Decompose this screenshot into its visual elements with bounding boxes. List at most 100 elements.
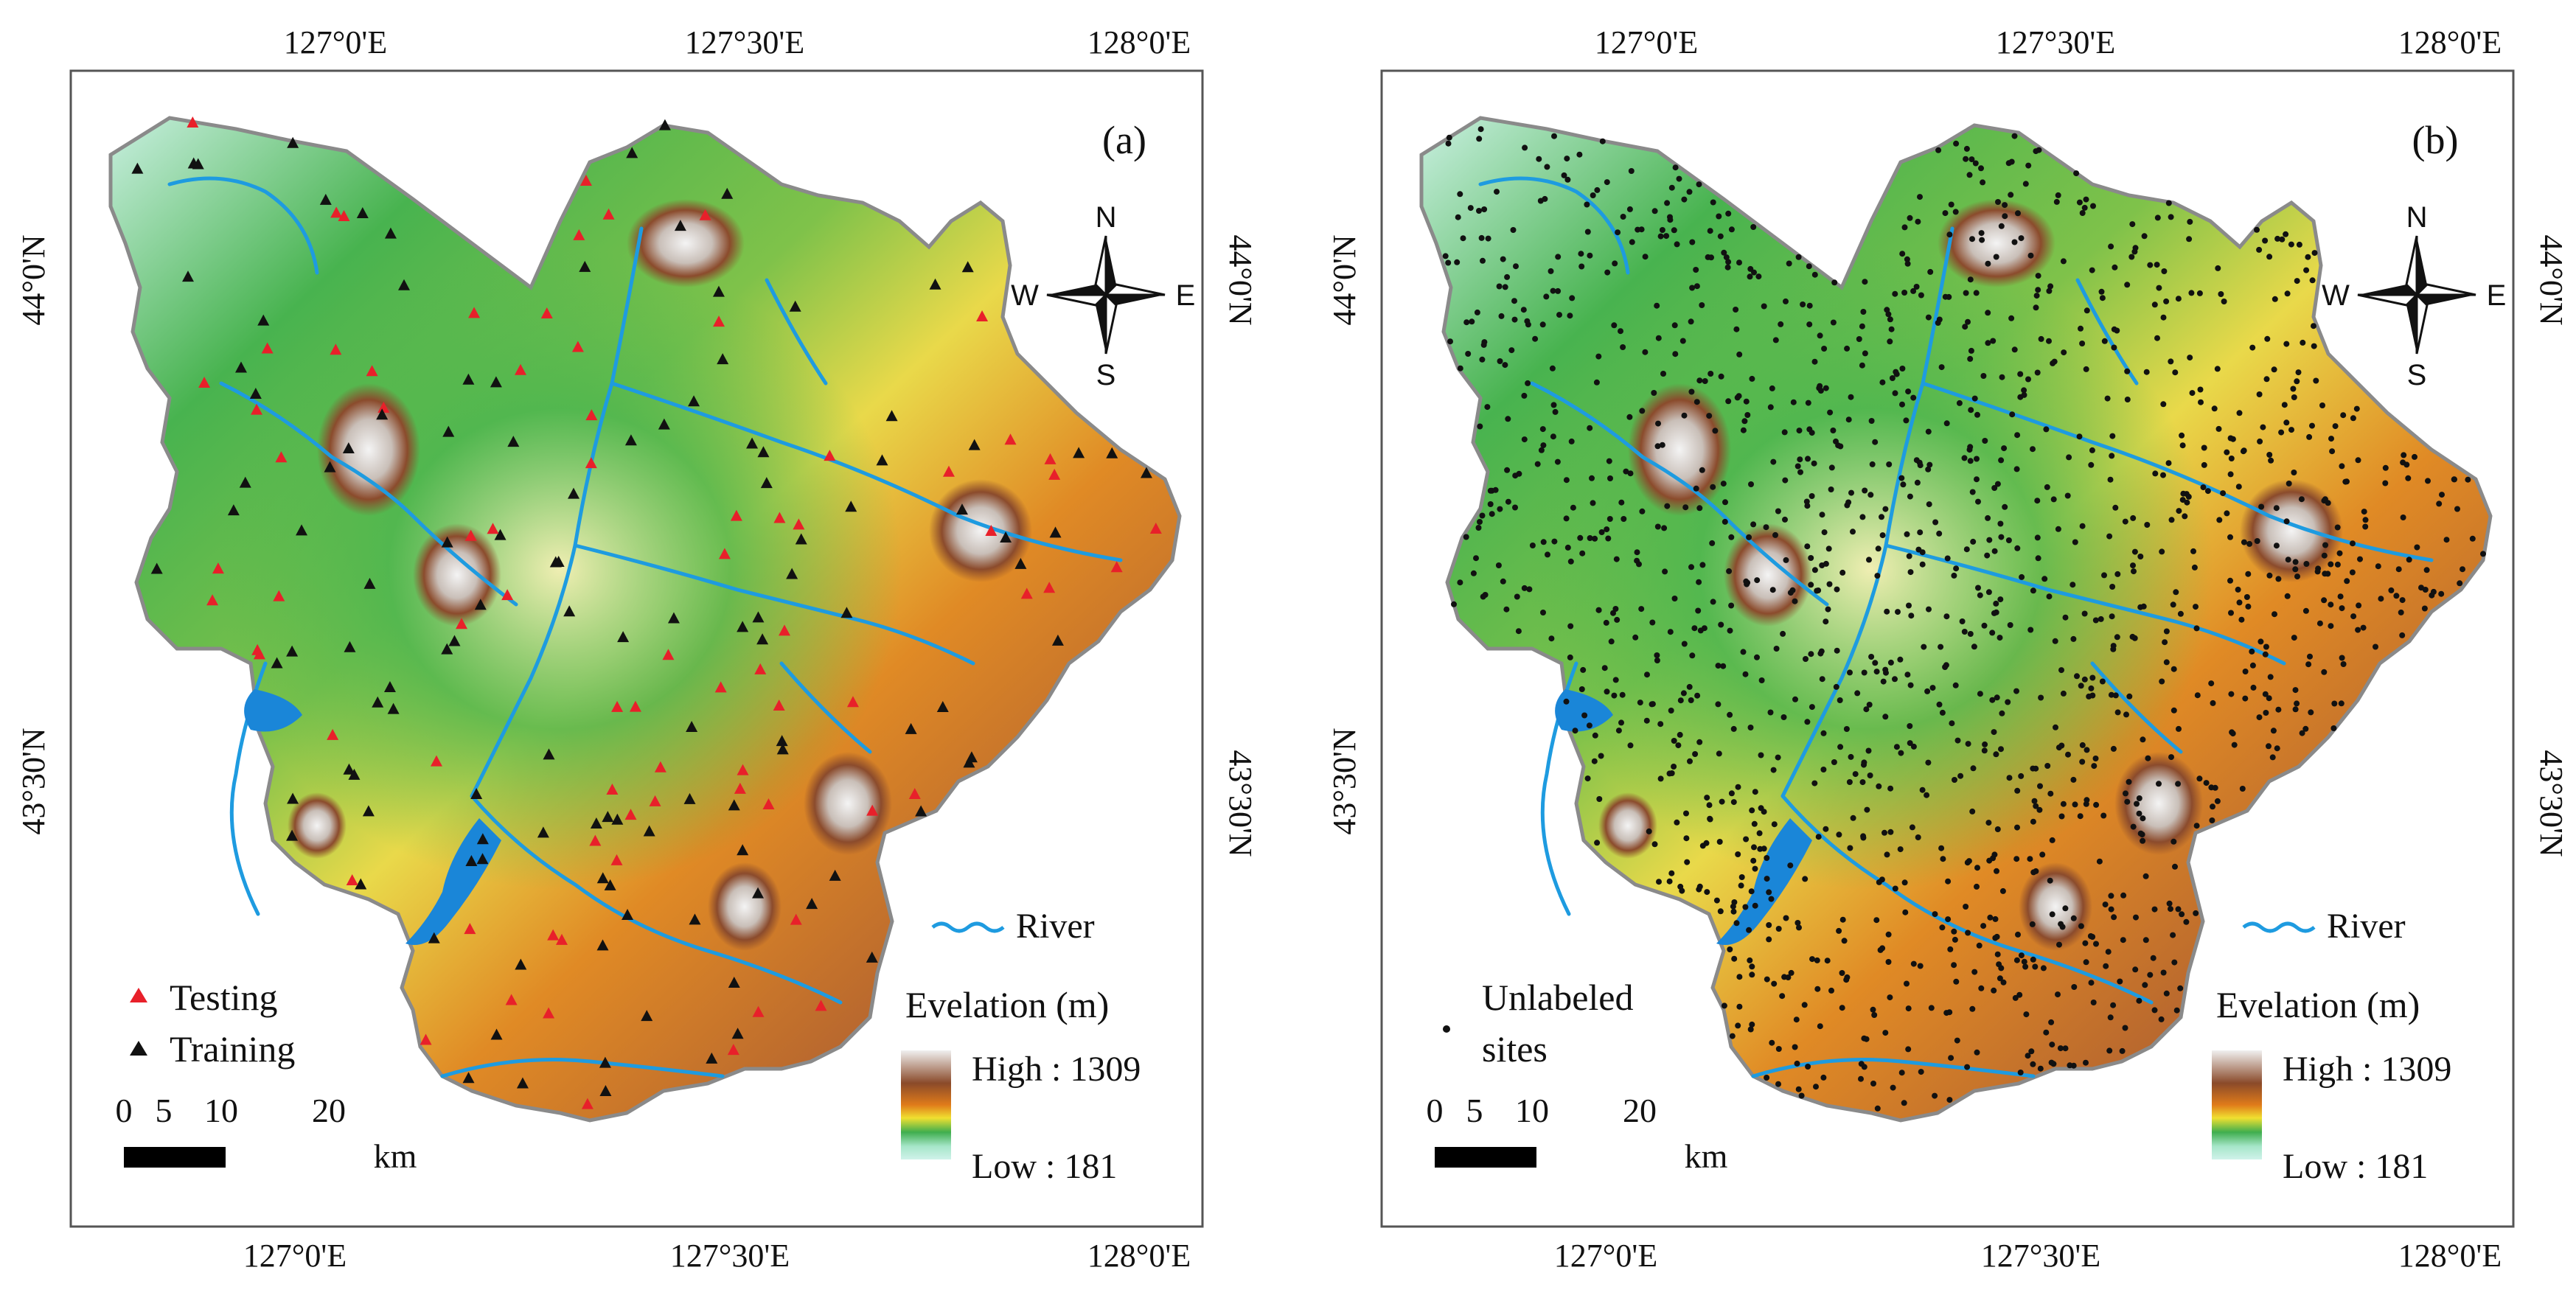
unlabeled-site-marker bbox=[2175, 781, 2182, 787]
unlabeled-site-marker bbox=[2136, 795, 2142, 801]
unlabeled-site-marker bbox=[1805, 456, 1811, 462]
unlabeled-site-marker bbox=[2088, 980, 2095, 986]
unlabeled-site-marker bbox=[1689, 652, 1696, 659]
unlabeled-site-marker bbox=[1543, 293, 1550, 300]
unlabeled-site-marker bbox=[2037, 783, 2043, 789]
unlabeled-site-marker bbox=[2033, 293, 2040, 299]
left-tick-1: 44°0'N bbox=[1326, 234, 1362, 325]
unlabeled-site-marker bbox=[2079, 742, 2086, 748]
unlabeled-site-marker bbox=[2170, 932, 2176, 938]
unlabeled-site-marker bbox=[2227, 435, 2234, 442]
lake bbox=[1555, 689, 1613, 732]
unlabeled-site-marker bbox=[2193, 823, 2200, 829]
unlabeled-site-marker bbox=[2172, 369, 2179, 376]
unlabeled-site-marker bbox=[1924, 792, 1930, 798]
unlabeled-site-marker bbox=[1525, 380, 1531, 386]
unlabeled-site-marker bbox=[1991, 610, 1997, 616]
unlabeled-site-marker bbox=[1766, 922, 1772, 928]
unlabeled-site-marker bbox=[1661, 525, 1668, 531]
unlabeled-site-marker bbox=[2052, 638, 2058, 644]
unlabeled-site-marker bbox=[1997, 975, 2003, 982]
training-site-marker bbox=[737, 621, 749, 632]
unlabeled-site-marker bbox=[2014, 824, 2020, 831]
unlabeled-site-marker bbox=[1827, 409, 1834, 416]
unlabeled-site-marker bbox=[1688, 318, 1694, 325]
unlabeled-site-marker bbox=[1596, 796, 1603, 802]
unlabeled-site-marker bbox=[1974, 883, 1980, 890]
unlabeled-site-marker bbox=[2465, 476, 2471, 483]
unlabeled-site-marker bbox=[1987, 914, 1994, 921]
unlabeled-site-marker bbox=[1884, 608, 1890, 615]
unlabeled-site-marker bbox=[1457, 579, 1463, 586]
unlabeled-site-marker bbox=[1938, 643, 1944, 650]
unlabeled-site-marker bbox=[1548, 268, 1554, 274]
bottom-tick-3: 128°0'E bbox=[1087, 1238, 1191, 1274]
unlabeled-site-marker bbox=[2339, 605, 2345, 612]
compass-s: S bbox=[1096, 359, 1116, 391]
unlabeled-site-marker bbox=[2283, 518, 2290, 525]
panel-label: (a) bbox=[1102, 118, 1146, 162]
compass-s: S bbox=[2407, 359, 2427, 391]
unlabeled-site-marker bbox=[1655, 420, 1661, 427]
unlabeled-site-marker bbox=[2191, 564, 2198, 571]
unlabeled-site-marker bbox=[1497, 358, 1503, 364]
testing-site-marker bbox=[1043, 582, 1056, 593]
unlabeled-site-marker bbox=[2100, 812, 2107, 819]
unlabeled-site-marker bbox=[1946, 293, 1952, 300]
unlabeled-site-marker bbox=[2087, 933, 2094, 939]
unlabeled-site-marker bbox=[1540, 442, 1547, 449]
testing-site-marker bbox=[1004, 433, 1017, 445]
training-site-marker bbox=[192, 158, 204, 170]
sites-legend: Testing Training bbox=[130, 977, 295, 1070]
unlabeled-site-marker bbox=[1637, 700, 1643, 706]
testing-site-marker bbox=[206, 594, 219, 606]
training-site-marker bbox=[752, 611, 765, 623]
unlabeled-site-marker bbox=[1642, 349, 1649, 355]
training-site-marker bbox=[602, 811, 614, 823]
unlabeled-site-marker bbox=[1672, 351, 1679, 357]
unlabeled-site-marker bbox=[1971, 395, 1978, 402]
unlabeled-site-marker bbox=[1811, 567, 1818, 573]
unlabeled-site-marker bbox=[2168, 754, 2174, 761]
unlabeled-site-marker bbox=[1823, 826, 1829, 832]
unlabeled-site-marker bbox=[1691, 625, 1698, 632]
unlabeled-site-marker bbox=[1551, 133, 1557, 139]
unlabeled-site-marker bbox=[1563, 477, 1570, 484]
unlabeled-site-marker bbox=[1806, 321, 1813, 328]
unlabeled-site-marker bbox=[1952, 682, 1959, 688]
unlabeled-site-marker bbox=[2078, 325, 2084, 332]
unlabeled-site-marker bbox=[2129, 221, 2136, 228]
unlabeled-site-marker bbox=[1572, 728, 1578, 734]
unlabeled-site-marker bbox=[2361, 509, 2367, 515]
unlabeled-site-marker bbox=[2193, 625, 2200, 632]
unlabeled-site-marker bbox=[1980, 923, 1987, 929]
unlabeled-site-marker bbox=[1917, 529, 1924, 536]
unlabeled-site-marker bbox=[2079, 523, 2086, 529]
unlabeled-site-marker bbox=[1749, 807, 1755, 814]
unlabeled-site-marker bbox=[2076, 433, 2083, 440]
unlabeled-site-marker bbox=[1939, 924, 1946, 931]
unlabeled-site-marker bbox=[1480, 257, 1486, 264]
unlabeled-site-marker bbox=[1917, 963, 1924, 969]
unlabeled-site-marker bbox=[1856, 336, 1862, 342]
unlabeled-site-marker bbox=[1511, 316, 1518, 323]
unlabeled-site-marker bbox=[1725, 259, 1732, 265]
unlabeled-site-marker bbox=[2256, 391, 2263, 397]
unlabeled-site-marker bbox=[1712, 428, 1719, 434]
unlabeled-site-marker bbox=[1608, 638, 1615, 645]
unlabeled-site-marker bbox=[1526, 586, 1533, 593]
unlabeled-site-marker bbox=[1819, 676, 1825, 683]
unlabeled-site-marker bbox=[2021, 391, 2027, 398]
unlabeled-site-marker bbox=[2140, 815, 2146, 822]
unlabeled-site-marker bbox=[1994, 933, 2000, 940]
unlabeled-site-marker bbox=[2101, 572, 2107, 579]
unlabeled-site-marker bbox=[1996, 961, 2002, 968]
unlabeled-site-marker bbox=[1820, 1074, 1827, 1081]
unlabeled-site-marker bbox=[2355, 457, 2361, 464]
unlabeled-site-marker bbox=[1632, 634, 1639, 641]
unlabeled-site-marker bbox=[2266, 743, 2272, 750]
unlabeled-site-marker bbox=[2403, 461, 2410, 468]
testing-site-marker bbox=[654, 761, 666, 772]
unlabeled-site-marker bbox=[2193, 910, 2199, 916]
unlabeled-site-marker bbox=[1764, 876, 1770, 882]
